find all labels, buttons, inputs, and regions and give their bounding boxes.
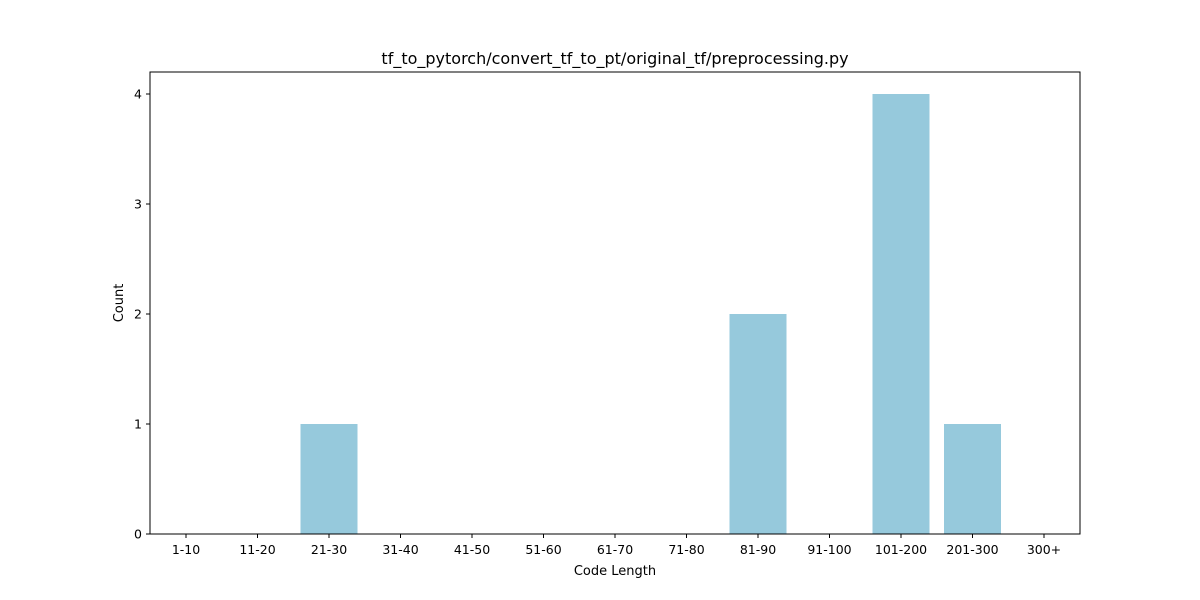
- bars-group: [300, 94, 1001, 534]
- y-tick-label: 4: [134, 87, 142, 102]
- y-tick-label: 0: [134, 527, 142, 542]
- x-tick-label: 21-30: [311, 542, 347, 557]
- x-tick-label: 41-50: [454, 542, 490, 557]
- x-axis-label: Code Length: [574, 564, 656, 579]
- x-tick-label: 61-70: [597, 542, 633, 557]
- y-axis-ticks: 0 1 2 3 4: [134, 87, 150, 542]
- bar-21-30: [300, 424, 358, 534]
- y-tick-label: 2: [134, 307, 142, 322]
- x-tick-label: 101-200: [875, 542, 927, 557]
- x-tick-label: 11-20: [239, 542, 275, 557]
- x-tick-label: 81-90: [740, 542, 776, 557]
- bar-81-90: [729, 314, 787, 534]
- x-tick-label: 1-10: [172, 542, 200, 557]
- x-axis-ticks: 1-10 11-20 21-30 31-40 41-50 51-60 61-70 71-80 8…: [172, 534, 1061, 557]
- x-tick-label: 91-100: [807, 542, 851, 557]
- x-tick-label: 71-80: [668, 542, 704, 557]
- chart-title: tf_to_pytorch/convert_tf_to_pt/original_…: [381, 49, 848, 69]
- x-tick-label: 300+: [1027, 542, 1061, 557]
- bar-201-300: [944, 424, 1001, 534]
- bar-101-200: [872, 94, 930, 534]
- y-axis-label: Count: [112, 284, 127, 323]
- y-tick-label: 3: [134, 197, 142, 212]
- x-tick-label: 51-60: [525, 542, 561, 557]
- x-tick-label: 31-40: [382, 542, 418, 557]
- y-tick-label: 1: [134, 417, 142, 432]
- x-tick-label: 201-300: [946, 542, 998, 557]
- plot-frame: [149, 71, 1081, 535]
